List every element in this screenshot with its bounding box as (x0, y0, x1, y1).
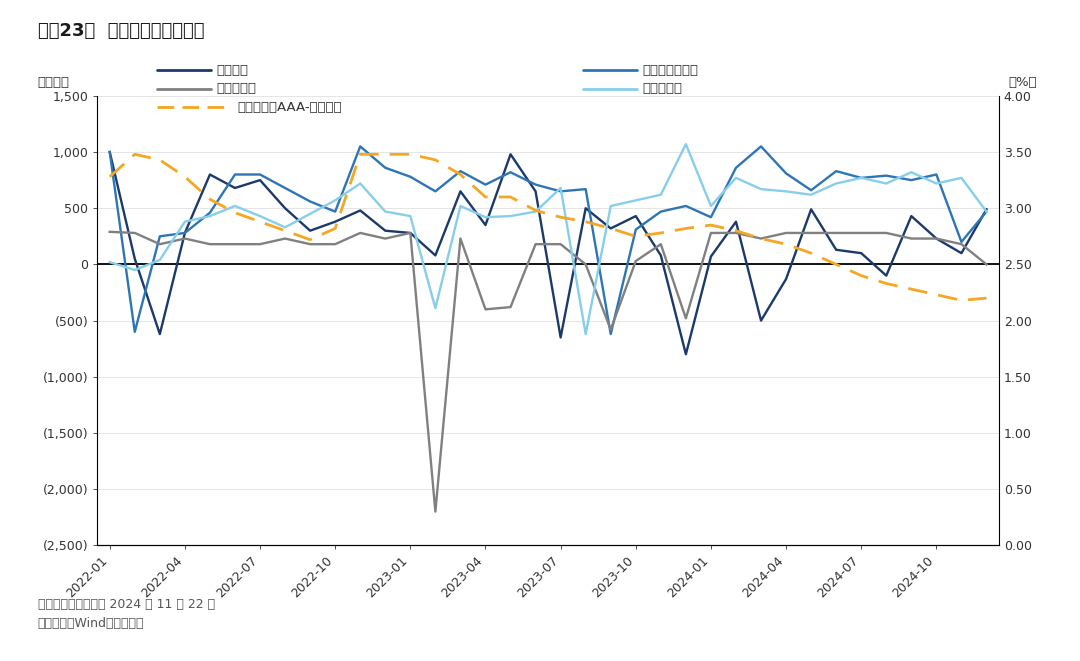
Text: 基金公司及产品: 基金公司及产品 (643, 63, 699, 77)
Text: 图表23：  二永债机构持有金额: 图表23： 二永债机构持有金额 (38, 22, 204, 40)
Text: 保险公司: 保险公司 (216, 63, 248, 77)
Text: （亿元）: （亿元） (38, 76, 70, 89)
Text: 资料来源：Wind，华泰研究: 资料来源：Wind，华泰研究 (38, 617, 145, 631)
Text: 其他产品类: 其他产品类 (643, 82, 683, 95)
Text: 二级资本债AAA-（三年）: 二级资本债AAA-（三年） (238, 100, 342, 114)
Text: 注：数据截止日期为 2024 年 11 月 22 日: 注：数据截止日期为 2024 年 11 月 22 日 (38, 598, 215, 611)
Text: 理财类产品: 理财类产品 (216, 82, 256, 95)
Text: （%）: （%） (1008, 76, 1037, 89)
